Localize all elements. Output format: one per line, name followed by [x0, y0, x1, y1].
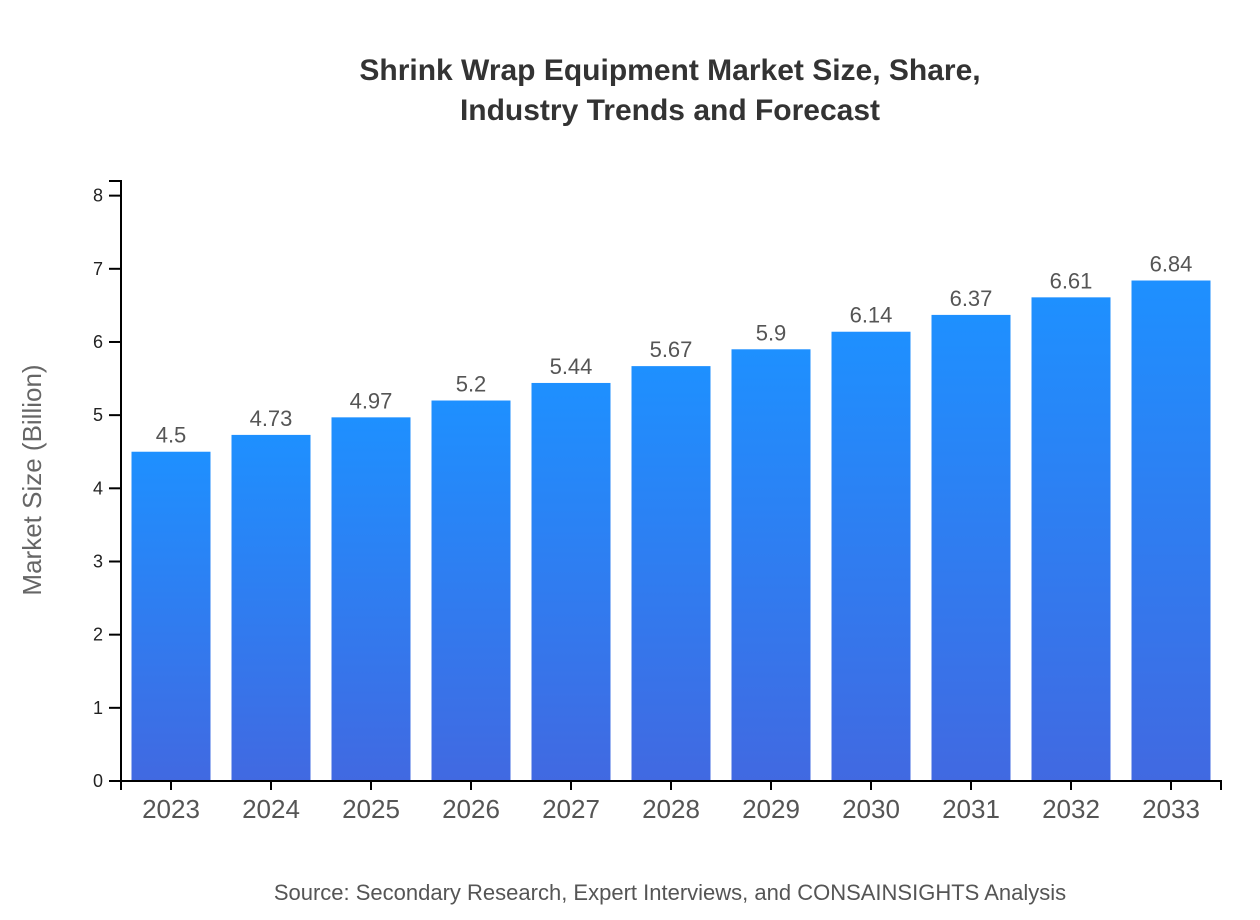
- x-tick-label-2027: 2027: [542, 794, 600, 824]
- y-tick-label-0: 0: [93, 771, 103, 791]
- bar-2031: [931, 314, 1011, 781]
- y-tick-label-8: 8: [93, 186, 103, 206]
- y-tick-label-5: 5: [93, 405, 103, 425]
- y-tick-label-4: 4: [93, 478, 103, 498]
- x-tick-label-2029: 2029: [742, 794, 800, 824]
- y-axis-line: [109, 180, 122, 782]
- bar-2033: [1131, 280, 1211, 781]
- bar-2032: [1031, 297, 1111, 781]
- data-label-2025: 4.97: [350, 388, 393, 413]
- y-tick-label-3: 3: [93, 551, 103, 571]
- data-label-2029: 5.9: [756, 320, 787, 345]
- data-label-2027: 5.44: [550, 354, 593, 379]
- y-tick-label-7: 7: [93, 259, 103, 279]
- y-tick-label-1: 1: [93, 698, 103, 718]
- x-tick-label-2031: 2031: [942, 794, 1000, 824]
- x-tick-label-2024: 2024: [242, 794, 300, 824]
- x-axis-line: [120, 780, 1222, 790]
- x-tick-label-2032: 2032: [1042, 794, 1100, 824]
- bar-2027: [531, 382, 611, 781]
- bar-2023: [131, 451, 211, 781]
- y-tick-label-2: 2: [93, 625, 103, 645]
- chart-title-line-1: Shrink Wrap Equipment Market Size, Share…: [359, 54, 980, 87]
- source-note: Source: Secondary Research, Expert Inter…: [274, 880, 1066, 905]
- bar-2026: [431, 400, 511, 781]
- data-label-2023: 4.5: [156, 423, 187, 448]
- chart-title-line-2: Industry Trends and Forecast: [460, 94, 880, 127]
- y-tick-label-6: 6: [93, 332, 103, 352]
- y-axis-label: Market Size (Billion): [17, 364, 47, 595]
- data-label-2031: 6.37: [950, 286, 993, 311]
- x-tick-label-2028: 2028: [642, 794, 700, 824]
- bar-2029: [731, 349, 811, 781]
- data-label-2030: 6.14: [850, 303, 893, 328]
- x-tick-label-2026: 2026: [442, 794, 500, 824]
- data-label-2032: 6.61: [1050, 268, 1093, 293]
- x-tick-label-2030: 2030: [842, 794, 900, 824]
- bar-2025: [331, 417, 411, 781]
- bar-2024: [231, 434, 311, 781]
- data-label-2028: 5.67: [650, 337, 693, 362]
- x-tick-label-2025: 2025: [342, 794, 400, 824]
- bar-2028: [631, 366, 711, 781]
- data-label-2033: 6.84: [1150, 252, 1193, 277]
- data-label-2026: 5.2: [456, 372, 487, 397]
- data-label-2024: 4.73: [250, 406, 293, 431]
- x-tick-label-2023: 2023: [142, 794, 200, 824]
- x-tick-label-2033: 2033: [1142, 794, 1200, 824]
- bar-2030: [831, 331, 911, 781]
